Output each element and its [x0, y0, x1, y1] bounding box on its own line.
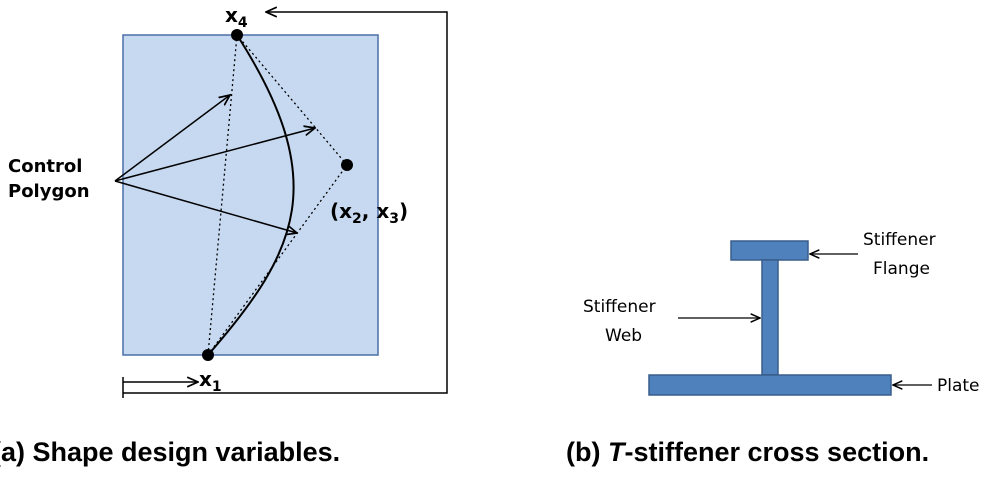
panel-a: Control Polygon x4 x1 (x2, x3) (a) Shape…	[0, 3, 448, 467]
stiffener-web	[761, 259, 779, 376]
control-polygon	[207, 33, 348, 356]
design-plate	[122, 34, 379, 356]
x4-dimension-path	[123, 12, 448, 394]
panel-b: Stiffener Flange Stiffener Web Plate (b)…	[566, 230, 980, 467]
pointer-arrow-2	[114, 128, 315, 182]
svg-text:Polygon: Polygon	[8, 181, 90, 202]
plate	[648, 374, 892, 396]
web-label-line1: Stiffener	[583, 297, 656, 317]
boundary-curve	[207, 34, 295, 356]
x2-x3-label: (x2, x3)	[330, 199, 408, 227]
flange-label-line1: Stiffener	[863, 230, 936, 250]
x1-label: x1	[199, 367, 222, 395]
stiffener-flange	[730, 240, 809, 261]
web-label-line2: Web	[605, 326, 642, 346]
control-polygon-label-line2: Polygon	[8, 181, 90, 202]
pointer-arrow-3	[114, 180, 297, 233]
control-polygon-label-line1: Control	[8, 156, 82, 177]
control-point-x4	[231, 29, 243, 41]
svg-text:Control: Control	[8, 156, 82, 177]
control-point-x2-x3	[341, 159, 353, 171]
plate-label: Plate	[937, 376, 980, 396]
caption-b: (b) T-stiffener cross section.	[566, 437, 929, 467]
flange-label-line2: Flange	[873, 259, 930, 279]
pointer-arrow-1	[114, 95, 230, 182]
x4-label: x4	[225, 3, 248, 31]
caption-a: (a) Shape design variables.	[0, 437, 340, 467]
control-point-x1	[202, 349, 214, 361]
